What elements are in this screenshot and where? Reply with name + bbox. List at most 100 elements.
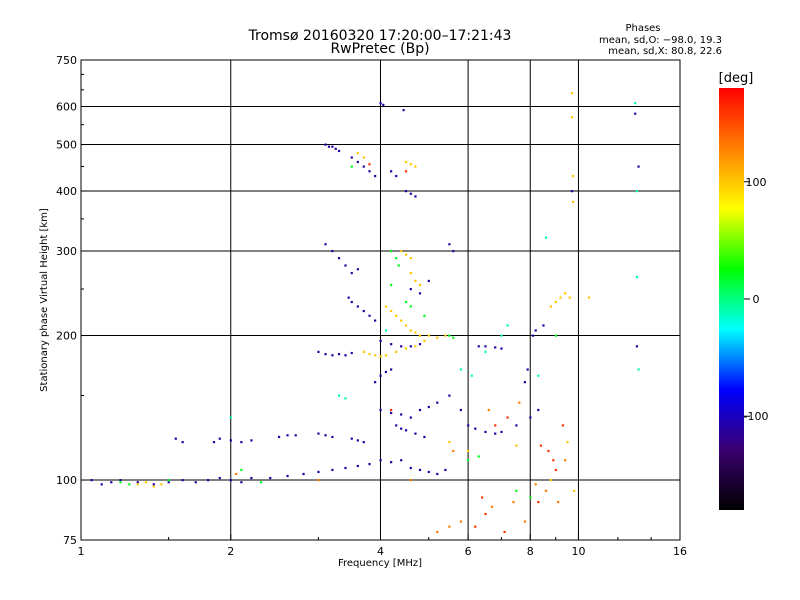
data-point bbox=[294, 434, 297, 437]
y-tick-label: 100 bbox=[56, 474, 77, 487]
data-point bbox=[459, 408, 462, 412]
data-point bbox=[444, 468, 447, 472]
data-point bbox=[467, 424, 470, 427]
data-point bbox=[350, 165, 353, 168]
y-tick-label: 75 bbox=[63, 534, 77, 547]
data-point bbox=[206, 479, 210, 482]
data-point bbox=[235, 472, 238, 476]
data-point bbox=[409, 271, 412, 275]
data-point bbox=[362, 350, 365, 353]
data-point bbox=[317, 479, 320, 482]
data-point bbox=[474, 427, 477, 430]
data-point bbox=[379, 374, 382, 377]
data-point bbox=[324, 353, 327, 356]
grid-lines bbox=[81, 60, 680, 540]
colorbar bbox=[719, 88, 744, 510]
data-point bbox=[448, 243, 451, 246]
data-point bbox=[559, 296, 562, 299]
data-point bbox=[409, 479, 412, 482]
data-point bbox=[119, 481, 122, 484]
data-point bbox=[356, 152, 359, 155]
data-point bbox=[448, 525, 451, 528]
data-point bbox=[390, 170, 393, 173]
data-point bbox=[477, 345, 480, 348]
data-point bbox=[350, 271, 353, 275]
data-point bbox=[382, 103, 385, 106]
data-point bbox=[404, 429, 408, 432]
data-point bbox=[404, 324, 408, 327]
data-point bbox=[637, 368, 640, 371]
data-point bbox=[568, 296, 571, 299]
data-point bbox=[409, 257, 412, 260]
data-point bbox=[324, 434, 327, 437]
data-point bbox=[537, 374, 540, 377]
data-point bbox=[136, 481, 139, 484]
data-point bbox=[402, 109, 405, 112]
colorbar-tick-label: -100 bbox=[744, 410, 769, 423]
data-point bbox=[374, 174, 377, 178]
data-point bbox=[587, 296, 591, 299]
data-point bbox=[167, 479, 170, 482]
data-point bbox=[384, 305, 388, 308]
phases-o-stats: mean, sd,O: −98.0, 19.3 bbox=[599, 35, 722, 46]
data-point bbox=[554, 468, 557, 472]
data-point bbox=[484, 350, 487, 353]
data-point bbox=[350, 300, 353, 304]
data-point bbox=[144, 481, 148, 484]
data-point bbox=[324, 243, 327, 246]
data-point bbox=[174, 437, 177, 440]
data-point bbox=[317, 432, 320, 435]
data-point bbox=[379, 355, 382, 358]
x-tick-label: 8 bbox=[527, 545, 534, 558]
data-point bbox=[564, 459, 567, 462]
data-point bbox=[344, 354, 347, 357]
data-point bbox=[152, 485, 155, 488]
data-point bbox=[490, 505, 494, 508]
data-point bbox=[529, 496, 532, 499]
data-point bbox=[240, 468, 243, 472]
data-point bbox=[269, 476, 272, 480]
data-point bbox=[390, 343, 393, 346]
x-tick-label: 10 bbox=[571, 545, 585, 558]
data-point bbox=[474, 525, 477, 528]
data-point bbox=[390, 368, 393, 371]
data-point bbox=[368, 353, 371, 356]
data-point bbox=[400, 250, 403, 253]
data-point bbox=[506, 416, 509, 419]
colorbar-unit: [deg] bbox=[719, 71, 754, 86]
chart-subtitle: RwPretec (Bp) bbox=[330, 41, 429, 57]
data-point bbox=[404, 347, 408, 350]
data-point bbox=[331, 250, 334, 253]
data-point bbox=[317, 350, 320, 353]
data-point bbox=[384, 354, 388, 357]
data-point bbox=[337, 394, 341, 397]
data-point bbox=[331, 145, 334, 148]
data-point bbox=[414, 279, 417, 283]
data-point bbox=[470, 374, 473, 377]
data-point bbox=[302, 472, 305, 476]
data-point bbox=[240, 441, 243, 444]
colorbar-ticks: 100 0 -100 bbox=[744, 176, 769, 423]
data-point bbox=[368, 314, 371, 317]
data-point bbox=[400, 319, 403, 322]
data-point bbox=[404, 300, 408, 304]
data-point bbox=[571, 174, 575, 178]
data-point bbox=[418, 292, 422, 295]
data-point bbox=[427, 470, 430, 474]
data-point bbox=[414, 195, 417, 198]
data-point bbox=[515, 424, 518, 427]
data-point bbox=[368, 170, 371, 173]
data-point bbox=[362, 156, 365, 159]
data-point bbox=[494, 432, 497, 435]
data-point bbox=[448, 334, 451, 337]
data-point bbox=[557, 500, 560, 504]
data-point bbox=[515, 489, 518, 492]
x-tick-label: 2 bbox=[227, 545, 234, 558]
data-point bbox=[523, 381, 526, 384]
data-point bbox=[481, 496, 484, 499]
data-point bbox=[395, 350, 398, 353]
data-point bbox=[452, 449, 455, 453]
data-point bbox=[395, 314, 398, 317]
data-point bbox=[362, 441, 365, 444]
data-point bbox=[404, 160, 408, 164]
